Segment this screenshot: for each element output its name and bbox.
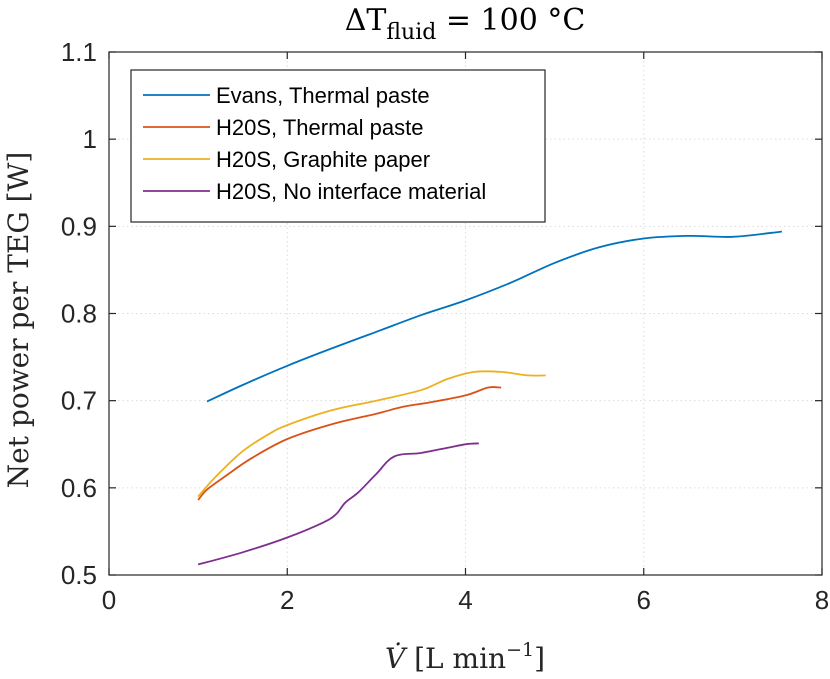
series-line-h20s-no-interface-material bbox=[197, 442, 479, 566]
legend-label-h20s-thermal-paste: H20S, Thermal paste bbox=[216, 115, 423, 140]
legend-label-h20s-no-interface-material: H20S, No interface material bbox=[216, 179, 486, 204]
data-series bbox=[197, 230, 782, 566]
legend-label-evans-thermal-paste: Evans, Thermal paste bbox=[216, 83, 430, 108]
y-tick-label: 0.7 bbox=[61, 386, 97, 416]
y-axis-label: Net power per TEG [W] bbox=[2, 152, 35, 489]
x-label-close: ] bbox=[534, 642, 545, 675]
x-tick-label: 4 bbox=[458, 585, 472, 615]
y-tick-label: 0.5 bbox=[61, 560, 97, 590]
chart-title: ΔTfluid = 100 °C bbox=[345, 3, 586, 45]
legend: Evans, Thermal paste H20S, Thermal paste H… bbox=[130, 69, 546, 223]
series-line-h20s-graphite-paper bbox=[197, 370, 546, 498]
x-label-superscript: −1 bbox=[506, 639, 534, 661]
y-tick-label: 1 bbox=[83, 124, 97, 154]
x-tick-label: 8 bbox=[815, 585, 829, 615]
title-main: ΔT bbox=[345, 3, 387, 38]
title-subscript: fluid bbox=[386, 20, 436, 45]
series-line-h20s-thermal-paste bbox=[197, 386, 502, 501]
title-rest: = 100 °C bbox=[436, 3, 585, 38]
x-tick-label: 6 bbox=[637, 585, 651, 615]
y-tick-label: 0.6 bbox=[61, 473, 97, 503]
y-tick-label: 1.1 bbox=[61, 37, 97, 67]
axis-ticks: 0 2 4 6 8 0.5 0.6 0.7 0.8 0.9 1 1.1 bbox=[61, 37, 829, 615]
series-line-evans-thermal-paste bbox=[206, 230, 782, 403]
x-tick-label: 2 bbox=[280, 585, 294, 615]
x-axis-label: V̇ [L min−1] bbox=[385, 639, 545, 675]
x-tick-label: 0 bbox=[102, 585, 116, 615]
y-tick-label: 0.9 bbox=[61, 211, 97, 241]
y-tick-label: 0.8 bbox=[61, 299, 97, 329]
x-label-units: [L min bbox=[405, 642, 506, 675]
x-label-symbol: V̇ bbox=[385, 642, 408, 675]
legend-label-h20s-graphite-paper: H20S, Graphite paper bbox=[216, 147, 430, 172]
